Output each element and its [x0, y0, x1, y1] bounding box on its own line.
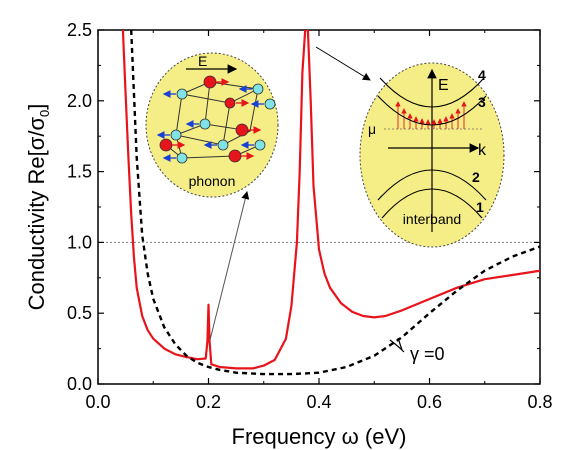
gamma-annotation: γ =0	[410, 344, 445, 364]
interband-pointer-arrow	[315, 46, 371, 81]
band-4-label: 4	[478, 67, 486, 83]
band-2	[377, 169, 487, 201]
y-tick-label: 1.0	[67, 232, 92, 252]
phonon-atom	[176, 88, 188, 100]
y-axis: 0.0 0.5 1.0 1.5 2.0 2.5	[67, 20, 540, 394]
y-axis-title-sub: 0	[37, 110, 52, 117]
interband-energy-label: E	[438, 77, 449, 94]
x-tick-label: 0.4	[306, 392, 331, 412]
phonon-atom	[170, 129, 182, 141]
phonon-inset-label: phonon	[189, 173, 236, 189]
x-axis: 0.0 0.2 0.4 0.6 0.8	[85, 30, 553, 412]
band-1	[381, 188, 483, 219]
x-tick-label: 0.0	[85, 392, 110, 412]
phonon-atoms	[159, 75, 276, 164]
phonon-displacement-arrows	[156, 78, 264, 162]
band-1-label: 1	[476, 199, 484, 215]
interband-inset-label: interband	[403, 211, 461, 227]
band-3-label: 3	[478, 94, 486, 110]
phonon-pointer-arrow	[209, 191, 250, 341]
gamma-pointer-tick	[397, 337, 403, 351]
y-tick-label: 2.5	[67, 20, 92, 40]
band-2-label: 2	[472, 169, 480, 185]
interband-inset: E k μ 4 3 2 1 interb	[359, 62, 505, 248]
interband-momentum-label: k	[478, 142, 487, 159]
y-tick-label: 1.5	[67, 162, 92, 182]
gamma-pointer-arc	[389, 339, 405, 353]
y-tick-label: 0.5	[67, 303, 92, 323]
phonon-atom	[199, 118, 211, 130]
chemical-potential-label: μ	[368, 121, 376, 137]
series-line-conductivity	[121, 30, 540, 370]
phonon-atom	[176, 152, 188, 164]
y-axis-title-main: Conductivity Re[σ/σ	[24, 117, 49, 311]
band-3	[377, 95, 487, 126]
phonon-inset: E	[145, 52, 279, 198]
series-line-gamma-zero	[130, 30, 540, 376]
y-axis-title-end: ]	[24, 104, 49, 110]
interband-bands	[377, 77, 487, 219]
y-tick-label: 0.0	[67, 374, 92, 394]
phonon-field-label: E	[198, 53, 207, 69]
phonon-atom	[203, 75, 217, 89]
band-4	[379, 77, 485, 108]
x-axis-title: Frequency ω (eV)	[232, 424, 407, 449]
phonon-atom	[217, 139, 229, 151]
phonon-atom	[228, 149, 242, 163]
phonon-atom	[159, 138, 173, 152]
series-group	[121, 30, 540, 376]
y-axis-title: Conductivity Re[σ/σ0]	[24, 104, 52, 311]
phonon-atom	[254, 139, 266, 151]
x-tick-label: 0.2	[196, 392, 221, 412]
x-tick-label: 0.6	[417, 392, 442, 412]
phonon-atom	[224, 97, 236, 109]
phonon-atom	[252, 83, 264, 95]
x-tick-label: 0.8	[527, 392, 552, 412]
y-tick-label: 2.0	[67, 91, 92, 111]
phonon-atom	[264, 98, 276, 110]
phonon-atom	[235, 123, 249, 137]
